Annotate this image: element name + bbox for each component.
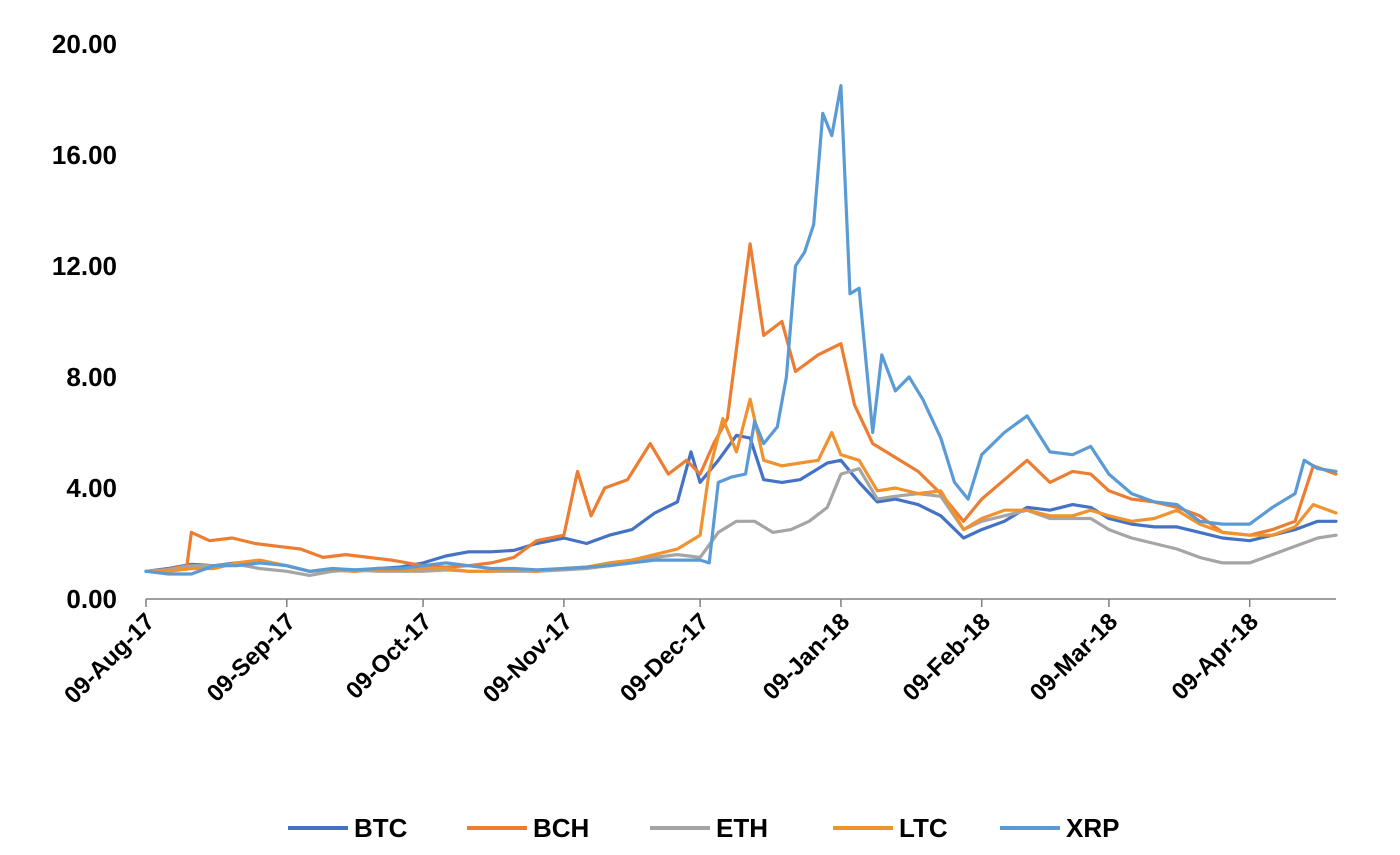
x-tick-label: 09-Dec-17 — [615, 608, 714, 707]
x-tick-label: 09-Oct-17 — [341, 608, 437, 704]
legend-label-eth: ETH — [716, 813, 768, 843]
series-line-xrp — [144, 84, 1338, 576]
y-tick-label: 16.00 — [52, 140, 117, 170]
legend-label-btc: BTC — [354, 813, 408, 843]
series-layer — [144, 84, 1338, 577]
x-tick-label: 09-Feb-18 — [898, 608, 996, 706]
legend-label-xrp: XRP — [1066, 813, 1119, 843]
y-tick-label: 0.00 — [66, 584, 117, 614]
x-tick-label: 09-Aug-17 — [59, 608, 160, 709]
y-tick-label: 20.00 — [52, 29, 117, 59]
x-tick-label: 09-Nov-17 — [478, 608, 578, 708]
y-tick-label: 8.00 — [66, 362, 117, 392]
y-tick-label: 12.00 — [52, 251, 117, 281]
x-tick-label: 09-Mar-18 — [1025, 608, 1123, 706]
y-tick-label: 4.00 — [66, 473, 117, 503]
legend-label-bch: BCH — [533, 813, 589, 843]
y-axis: 0.00 4.00 8.00 12.00 16.00 20.00 — [52, 29, 117, 614]
x-axis: 09-Aug-17 09-Sep-17 09-Oct-17 09-Nov-17 09-D… — [59, 598, 1336, 709]
x-tick-label: 09-Apr-18 — [1167, 608, 1264, 705]
x-tick-label: 09-Jan-18 — [758, 608, 855, 705]
series-line-eth — [144, 467, 1338, 577]
legend-label-ltc: LTC — [899, 813, 948, 843]
legend: BTC BCH ETH LTC XRP — [288, 813, 1119, 843]
series-line-bch — [144, 242, 1338, 573]
x-tick-label: 09-Sep-17 — [202, 608, 301, 707]
